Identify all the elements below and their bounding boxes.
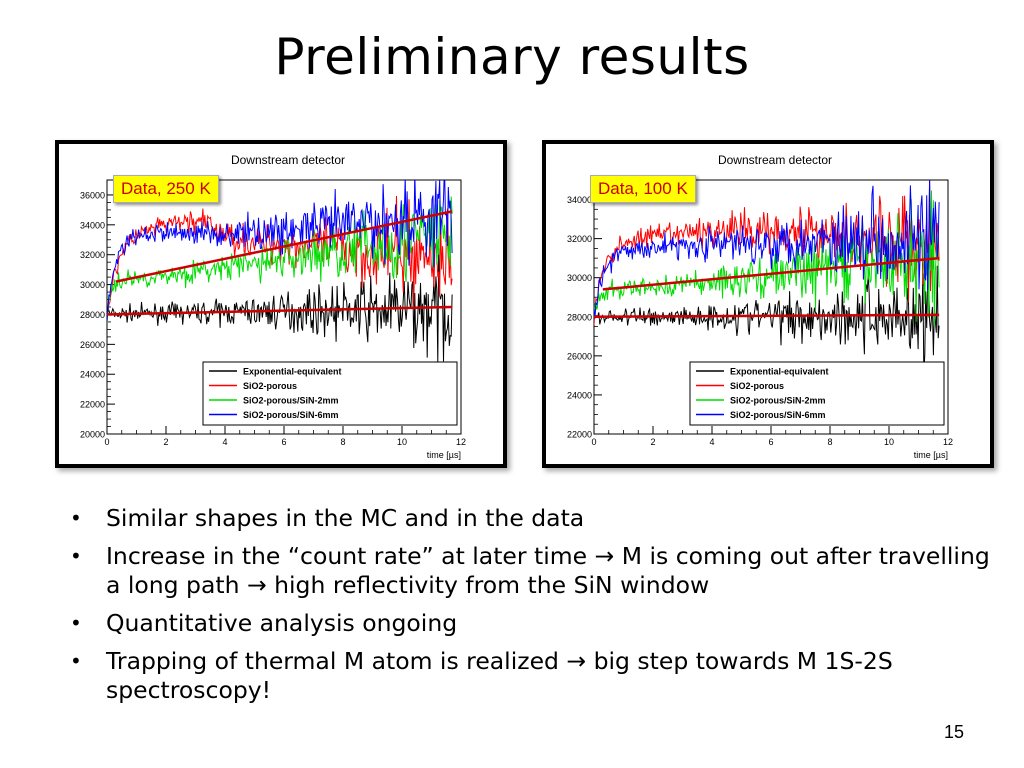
x-tick-label: 6 <box>281 437 286 447</box>
x-tick-label: 2 <box>163 437 168 447</box>
chart-250k: Downstream detector 20000 22000 24000 26000 2… <box>80 153 466 460</box>
series-sio2-porous-sin-2mm <box>107 196 453 323</box>
x-tick-label: 2 <box>650 437 655 447</box>
y-tick-label: 26000 <box>567 351 592 361</box>
x-axis-label: time [µs] <box>914 450 948 460</box>
x-tick-label: 10 <box>884 437 894 447</box>
series-group <box>594 180 940 373</box>
y-tick-label: 34000 <box>80 220 105 230</box>
chart-100k: Downstream detector 22000 24000 26000 28000 3… <box>567 153 953 460</box>
legend-label: SiO2-porous/SiN-2mm <box>730 396 826 406</box>
y-tick-label: 28000 <box>567 312 592 322</box>
y-tick-label: 28000 <box>80 310 105 320</box>
legend-label: SiO2-porous/SiN-6mm <box>243 410 339 420</box>
bullet-item: Increase in the “count rate” at later ti… <box>70 542 990 600</box>
page-title: Preliminary results <box>274 28 750 86</box>
fit-line <box>602 256 940 291</box>
chart-panel-250k: Downstream detector 20000 22000 24000 26000 2… <box>55 140 507 468</box>
chart-title: Downstream detector <box>718 153 832 167</box>
x-tick-label: 8 <box>340 437 345 447</box>
x-tick-label: 4 <box>222 437 227 447</box>
legend-label: Exponential-equivalent <box>243 367 342 377</box>
data-tag-250k: Data, 250 K <box>113 175 219 203</box>
x-tick-label: 10 <box>397 437 407 447</box>
series-sio2-porous-sin-6mm <box>594 180 940 319</box>
y-tick-label: 32000 <box>567 234 592 244</box>
chart-panel-100k: Downstream detector 22000 24000 26000 28000 3… <box>542 140 994 468</box>
y-tick-label: 22000 <box>567 430 592 440</box>
legend-box <box>689 361 945 426</box>
fit-line <box>107 305 453 316</box>
data-tag-100k: Data, 100 K <box>590 175 696 203</box>
bullet-item: Quantitative analysis ongoing <box>70 609 990 638</box>
y-tick-label: 22000 <box>80 400 105 410</box>
x-tick-label: 12 <box>943 437 953 447</box>
y-tick-label: 34000 <box>567 195 592 205</box>
series-exponential-equivalent <box>107 247 453 363</box>
legend-label: SiO2-porous/SiN-2mm <box>243 396 339 406</box>
y-tick-label: 20000 <box>80 430 105 440</box>
bullet-list: Similar shapes in the MC and in the data… <box>70 504 990 714</box>
x-tick-label: 12 <box>456 437 466 447</box>
x-tick-label: 8 <box>827 437 832 447</box>
y-tick-label: 24000 <box>567 390 592 400</box>
legend-label: SiO2-porous <box>730 381 784 391</box>
x-tick-label: 0 <box>591 437 596 447</box>
x-tick-label: 4 <box>709 437 714 447</box>
legend-box <box>202 361 458 426</box>
page-number: 15 <box>943 722 964 742</box>
series-group <box>107 180 453 363</box>
x-tick-label: 0 <box>104 437 109 447</box>
x-tick-label: 6 <box>768 437 773 447</box>
y-tick-label: 24000 <box>80 370 105 380</box>
fit-line <box>115 210 453 283</box>
legend-label: SiO2-porous/SiN-6mm <box>730 410 826 420</box>
y-tick-label: 30000 <box>567 273 592 283</box>
y-tick-label: 26000 <box>80 340 105 350</box>
x-axis-label: time [µs] <box>427 450 461 460</box>
chart-title: Downstream detector <box>231 153 345 167</box>
y-tick-label: 30000 <box>80 280 105 290</box>
series-sio2-porous-sin-2mm <box>594 190 940 327</box>
legend-label: Exponential-equivalent <box>730 367 829 377</box>
y-tick-label: 32000 <box>80 250 105 260</box>
bullet-item: Similar shapes in the MC and in the data <box>70 504 990 533</box>
bullet-item: Trapping of thermal M atom is realized →… <box>70 647 990 705</box>
fit-line <box>594 313 940 319</box>
legend-label: SiO2-porous <box>243 381 297 391</box>
y-tick-label: 36000 <box>80 190 105 200</box>
